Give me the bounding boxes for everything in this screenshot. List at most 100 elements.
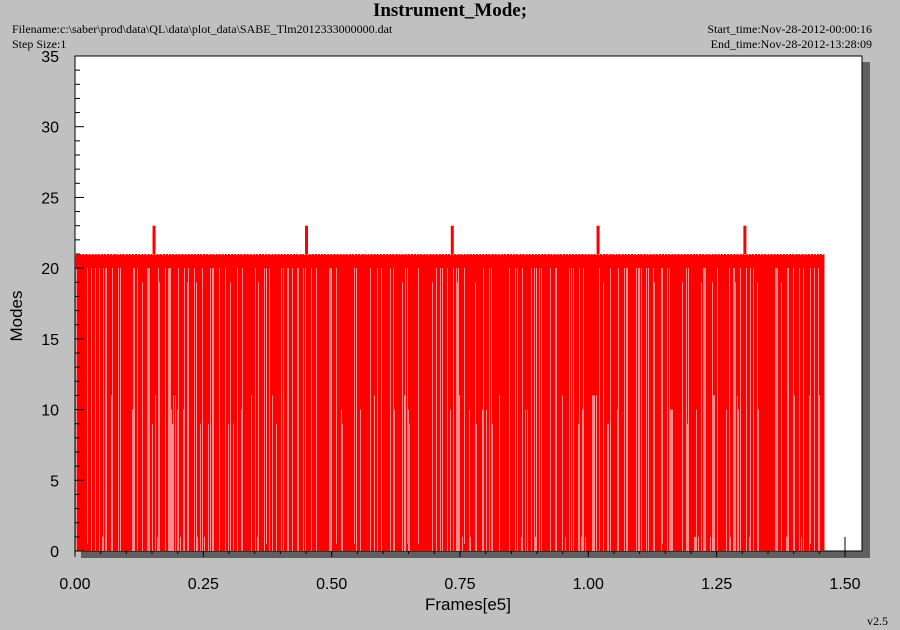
x-tick-label: 0.75 [444,576,475,593]
series-gap [95,268,96,551]
series-gap [687,423,688,551]
series-gap [272,395,273,551]
series-gap [225,268,226,551]
series-notch [363,253,365,255]
series-notch [676,253,678,255]
series-notch [304,253,306,255]
series-gap [638,268,639,551]
series-notch [688,253,690,255]
series-notch [809,253,811,255]
series-notch [292,253,294,255]
series-gap [794,395,795,551]
series-gap [470,536,471,551]
series-notch [158,253,160,255]
series-gap [134,268,135,551]
series-notch [797,253,799,255]
series-notch [822,253,824,255]
series-gap [297,268,298,551]
series-notch [354,253,356,255]
series-notch [121,253,123,255]
series-gap [603,282,604,551]
series-gap [654,282,655,551]
series-gap [394,409,395,551]
series-notch [416,253,418,255]
series-notch [434,253,436,255]
series-gap [305,268,306,551]
series-gap [669,268,670,551]
series-gap [777,268,778,551]
series-notch [685,253,687,255]
series-notch [636,253,638,255]
series-notch [186,253,188,255]
series-notch [710,253,712,255]
series-notch [81,253,83,255]
series-gap [241,409,242,551]
series-gap [329,268,330,551]
series-gap [624,268,625,551]
series-notch [199,253,201,255]
series-gap [148,268,149,551]
series-gap [667,268,668,551]
end-time-text: End_time:Nov-28-2012-13:28:09 [710,37,872,51]
series-notch [406,253,408,255]
series-gap [734,268,735,551]
series-gap [534,268,535,551]
series-notch [592,253,594,255]
series-gap [202,268,203,551]
series-notch [757,253,759,255]
series-notch [155,253,157,255]
series-notch [183,253,185,255]
series-gap [596,395,597,551]
y-tick-label: 30 [41,120,59,137]
series-notch [499,253,501,255]
series-notch [555,253,557,255]
series-notch [409,253,411,255]
x-axis-label: Frames[e5] [425,595,511,614]
series-notch [481,253,483,255]
series-gap [200,423,201,551]
x-tick-label: 0.50 [316,576,347,593]
series-notch [487,253,489,255]
series-gap [818,268,819,551]
series-gap [408,409,409,551]
series-notch [738,253,740,255]
series-gap [405,268,406,551]
series-gap [196,282,197,551]
series-gap [447,268,448,551]
series-gap [147,268,148,551]
series-gap [726,409,727,551]
series-notch [245,253,247,255]
series-gap [483,268,484,551]
filename-text: Filename:c:\saber\prod\data\QL\data\plot… [12,22,393,36]
series-gap [521,536,522,551]
series-gap [714,395,715,551]
series-notch [428,253,430,255]
series-gap [618,268,619,551]
series-gap [175,395,176,551]
series-notch [815,253,817,255]
series-notch [164,253,166,255]
series-notch [753,253,755,255]
series-notch [732,253,734,255]
series-gap [159,282,160,551]
series-notch [440,253,442,255]
series-gap [705,268,706,551]
series-notch [214,253,216,255]
series-gap [582,409,583,551]
series-gap [330,268,331,551]
series-notch [251,253,253,255]
series-gap [137,268,138,551]
series-notch [524,253,526,255]
series-layer [75,225,846,551]
series-gap [710,536,711,551]
series-gap [696,409,697,551]
series-notch [394,253,396,255]
series-gap [592,395,593,551]
series-notch [735,253,737,255]
series-notch [307,253,309,255]
series-notch [772,253,774,255]
series-notch [223,253,225,255]
series-notch [552,253,554,255]
series-notch [316,253,318,255]
series-notch [515,253,517,255]
